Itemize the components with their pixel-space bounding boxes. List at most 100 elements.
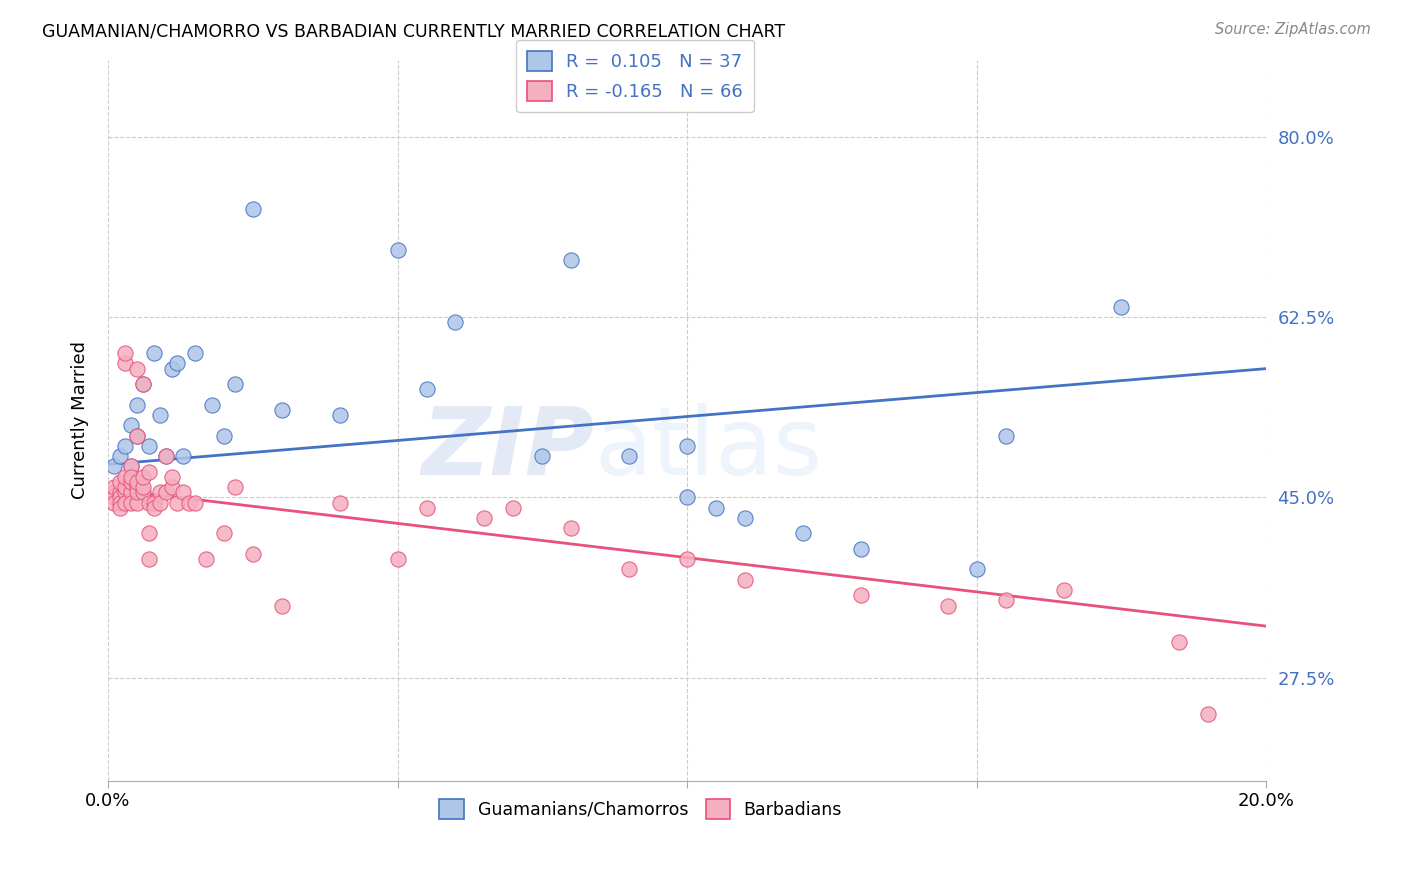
Point (792, 526, 814, 541)
Point (560, 521, 582, 535)
Point (114, 480, 136, 494)
Point (166, 495, 188, 509)
Point (149, 485, 172, 500)
Point (120, 470, 142, 484)
Point (108, 495, 131, 509)
Point (212, 526, 235, 541)
Point (108, 485, 131, 500)
Point (195, 552, 218, 566)
Point (114, 485, 136, 500)
Point (184, 346, 207, 360)
Text: Source: ZipAtlas.com: Source: ZipAtlas.com (1215, 22, 1371, 37)
Point (160, 470, 183, 484)
Point (387, 552, 409, 566)
Point (138, 495, 160, 509)
Point (155, 449, 177, 463)
Point (560, 253, 582, 268)
Point (149, 408, 172, 422)
Point (108, 491, 131, 505)
Point (120, 459, 142, 474)
Point (114, 346, 136, 360)
Point (849, 541, 872, 556)
Point (125, 480, 148, 494)
Point (849, 588, 872, 602)
Point (114, 439, 136, 453)
Point (103, 480, 125, 494)
Point (619, 562, 641, 576)
Point (387, 243, 409, 257)
Point (108, 475, 131, 489)
Point (103, 495, 125, 509)
Point (138, 552, 160, 566)
Point (994, 593, 1017, 607)
Point (994, 428, 1017, 442)
Point (676, 491, 699, 505)
Text: atlas: atlas (595, 403, 823, 495)
Point (103, 485, 125, 500)
Point (242, 547, 264, 561)
Point (125, 398, 148, 412)
Point (125, 485, 148, 500)
Point (103, 491, 125, 505)
Point (103, 459, 125, 474)
Point (415, 500, 437, 515)
Point (120, 495, 142, 509)
Point (201, 398, 224, 412)
Point (224, 377, 246, 392)
Point (619, 449, 641, 463)
Point (132, 470, 155, 484)
Point (172, 485, 194, 500)
Point (155, 449, 177, 463)
Point (270, 599, 292, 613)
Point (120, 459, 142, 474)
Point (966, 562, 988, 576)
Point (474, 511, 496, 525)
Point (138, 439, 160, 453)
Point (108, 449, 131, 463)
Point (143, 346, 166, 360)
Point (143, 495, 166, 509)
Point (125, 428, 148, 442)
Point (132, 480, 155, 494)
Point (184, 495, 207, 509)
Point (120, 475, 142, 489)
Point (114, 470, 136, 484)
Point (734, 511, 756, 525)
Point (329, 495, 352, 509)
Point (1168, 634, 1191, 648)
Point (704, 500, 727, 515)
Point (138, 465, 160, 479)
Point (114, 356, 136, 370)
Point (531, 449, 554, 463)
Point (224, 480, 246, 494)
Point (415, 382, 437, 396)
Text: ZIP: ZIP (422, 403, 595, 495)
Point (120, 418, 142, 433)
Legend: Guamanians/Chamorros, Barbadians: Guamanians/Chamorros, Barbadians (433, 792, 849, 826)
Point (149, 495, 172, 509)
Point (177, 495, 200, 509)
Point (734, 573, 756, 587)
Point (108, 500, 131, 515)
Point (676, 439, 699, 453)
Point (155, 485, 177, 500)
Point (1197, 706, 1219, 721)
Point (125, 361, 148, 376)
Text: GUAMANIAN/CHAMORRO VS BARBADIAN CURRENTLY MARRIED CORRELATION CHART: GUAMANIAN/CHAMORRO VS BARBADIAN CURRENTL… (42, 22, 786, 40)
Point (125, 495, 148, 509)
Point (132, 485, 155, 500)
Point (172, 449, 194, 463)
Point (329, 408, 352, 422)
Point (212, 428, 235, 442)
Point (160, 480, 183, 494)
Point (125, 475, 148, 489)
Point (160, 361, 183, 376)
Point (125, 428, 148, 442)
Point (242, 202, 264, 216)
Point (166, 356, 188, 370)
Point (444, 315, 467, 329)
Point (143, 500, 166, 515)
Point (138, 526, 160, 541)
Y-axis label: Currently Married: Currently Married (72, 341, 89, 500)
Point (936, 599, 959, 613)
